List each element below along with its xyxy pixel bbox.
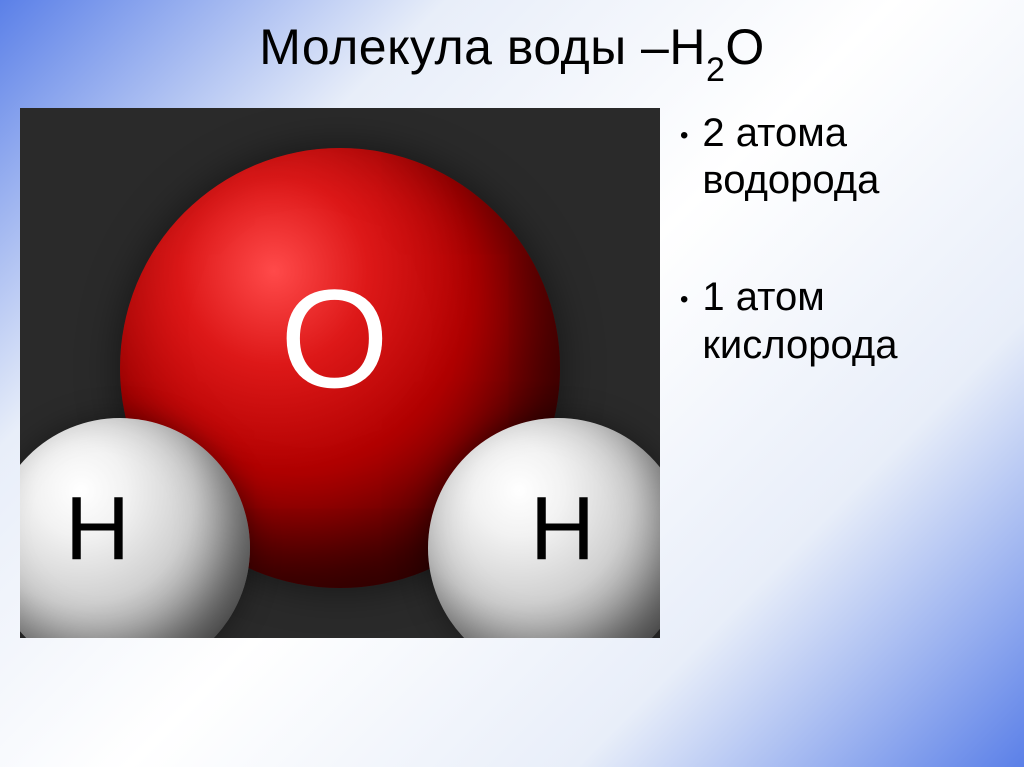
list-item: • 2 атома водорода bbox=[680, 110, 1000, 204]
oxygen-label: O bbox=[280, 258, 389, 420]
bullet-dot-icon: • bbox=[680, 122, 688, 150]
title-prefix: Молекула воды –Н bbox=[259, 19, 706, 75]
bullet-text: 2 атома водорода bbox=[702, 110, 962, 204]
hydrogen-label-left: H bbox=[65, 478, 130, 581]
bullet-dot-icon: • bbox=[680, 286, 688, 314]
slide-container: Молекула воды –Н2О O H H • 2 атома водор… bbox=[0, 0, 1024, 767]
molecule-diagram: O H H bbox=[20, 108, 660, 638]
bullet-list: • 2 атома водорода • 1 атом кислорода bbox=[680, 110, 1000, 439]
title-subscript: 2 bbox=[706, 51, 725, 89]
slide-title: Молекула воды –Н2О bbox=[0, 0, 1024, 84]
bullet-text: 1 атом кислорода bbox=[702, 274, 962, 368]
hydrogen-label-right: H bbox=[530, 478, 595, 581]
title-suffix: О bbox=[725, 19, 764, 75]
list-item: • 1 атом кислорода bbox=[680, 274, 1000, 368]
